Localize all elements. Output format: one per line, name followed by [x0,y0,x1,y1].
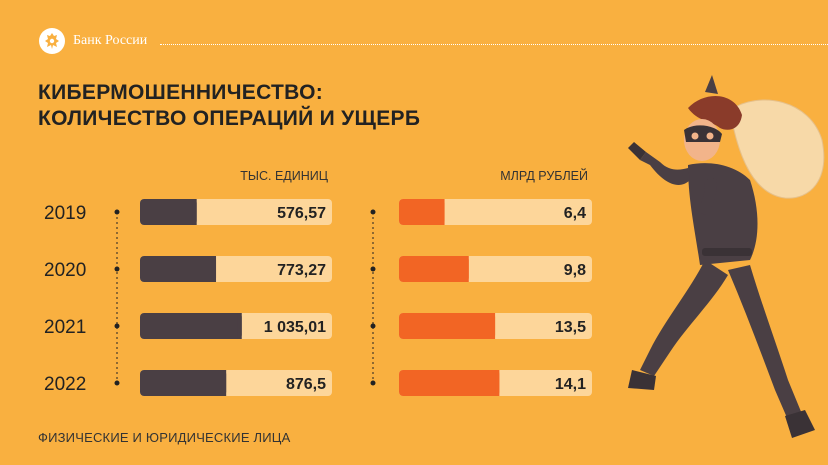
damage-bar [399,256,469,282]
bank-emblem-icon [39,28,65,54]
data-label: 14,1 [555,376,586,393]
row-dot [114,323,120,329]
series-header-0: ТЫС. ЕДИНИЦ [240,169,328,183]
row-dot [114,380,120,386]
row-dot [370,323,376,329]
data-label: 9,8 [564,262,586,279]
bar-fill-edge [192,199,197,225]
title-line-2: КОЛИЧЕСТВО ОПЕРАЦИЙ И УЩЕРБ [38,107,421,130]
row-dot [114,209,120,215]
bar-fill-edge [222,370,227,396]
operations-bar [140,199,197,225]
year-label: 2019 [44,203,86,224]
bar-fill-edge [212,256,217,282]
data-label: 773,27 [277,262,326,279]
row-dot [370,209,376,215]
page-title: КИБЕРМОШЕННИЧЕСТВО: КОЛИЧЕСТВО ОПЕРАЦИЙ … [38,80,420,132]
data-label: 576,57 [277,205,326,222]
chart: ТЫС. ЕДИНИЦ МЛРД РУБЛЕЙ 2019 576,57 6,4 2020 7… [44,168,592,396]
bar-fill-edge [237,313,242,339]
data-label: 13,5 [555,319,586,336]
header: Банк России [0,0,828,70]
damage-bar [399,199,445,225]
footnote: ФИЗИЧЕСКИЕ И ЮРИДИЧЕСКИЕ ЛИЦА [38,430,291,445]
bar-fill-edge [440,199,445,225]
header-divider [160,44,828,45]
thief-illustration [628,75,825,438]
series-header-1: МЛРД РУБЛЕЙ [500,168,588,183]
row-dot [370,266,376,272]
damage-bar [399,370,500,396]
bar-fill-edge [464,256,469,282]
row-dot [370,380,376,386]
year-label: 2022 [44,374,86,395]
title-line-1: КИБЕРМОШЕННИЧЕСТВО: [38,81,324,104]
year-label: 2020 [44,260,86,281]
year-label: 2021 [44,317,86,338]
bar-track [399,199,592,225]
bank-name: Банк России [73,33,148,48]
bar-fill-edge [495,370,500,396]
data-label: 1 035,01 [264,319,326,336]
data-label: 6,4 [564,205,586,222]
row-dot [114,266,120,272]
damage-bar [399,313,496,339]
operations-bar [140,313,242,339]
operations-bar [140,256,217,282]
bar-fill-edge [491,313,496,339]
operations-bar [140,370,227,396]
data-label: 876,5 [286,376,326,393]
